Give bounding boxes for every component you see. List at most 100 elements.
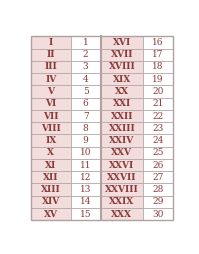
Text: 23: 23 (152, 124, 164, 133)
Text: 20: 20 (152, 87, 164, 96)
Bar (100, 147, 143, 159)
Bar (100, 159, 143, 171)
Bar (71, 183, 100, 196)
Bar (143, 134, 173, 147)
Text: VII: VII (43, 112, 59, 120)
Bar (100, 36, 143, 49)
Text: 22: 22 (152, 112, 164, 120)
Text: XII: XII (43, 173, 59, 182)
Bar (143, 183, 173, 196)
Bar (100, 122, 143, 134)
Text: 30: 30 (152, 210, 164, 218)
Bar (71, 171, 100, 183)
Bar (143, 73, 173, 85)
Text: 13: 13 (80, 185, 91, 194)
Text: IV: IV (45, 75, 57, 84)
Bar (31, 134, 71, 147)
Text: XXI: XXI (113, 99, 131, 108)
Bar (143, 36, 173, 49)
Text: 27: 27 (152, 173, 164, 182)
Bar (31, 183, 71, 196)
Text: 6: 6 (83, 99, 89, 108)
Text: XIII: XIII (41, 185, 61, 194)
Bar (71, 85, 100, 98)
Bar (71, 208, 100, 220)
Text: XXIII: XXIII (108, 124, 135, 133)
Bar (71, 73, 100, 85)
Text: 3: 3 (83, 62, 89, 71)
Text: XXX: XXX (111, 210, 132, 218)
Text: XXII: XXII (111, 112, 133, 120)
Text: 11: 11 (80, 161, 91, 169)
Bar (143, 122, 173, 134)
Text: I: I (49, 38, 53, 47)
Bar (100, 61, 143, 73)
Bar (31, 196, 71, 208)
Bar (71, 98, 100, 110)
Text: 10: 10 (80, 148, 91, 157)
Bar (71, 122, 100, 134)
Text: XXVIII: XXVIII (105, 185, 139, 194)
Text: XVII: XVII (111, 50, 133, 59)
Bar (71, 36, 100, 49)
Text: XXVI: XXVI (109, 161, 135, 169)
Bar (31, 98, 71, 110)
Bar (31, 36, 71, 49)
Bar (71, 110, 100, 122)
Text: V: V (47, 87, 54, 96)
Text: XIX: XIX (113, 75, 131, 84)
Bar (71, 147, 100, 159)
Bar (100, 85, 143, 98)
Text: 25: 25 (152, 148, 164, 157)
Bar (31, 85, 71, 98)
Bar (31, 208, 71, 220)
Bar (100, 171, 143, 183)
Text: II: II (47, 50, 55, 59)
Bar (31, 159, 71, 171)
Text: 4: 4 (83, 75, 89, 84)
Text: III: III (45, 62, 57, 71)
Text: 9: 9 (83, 136, 89, 145)
Text: 7: 7 (83, 112, 89, 120)
Text: 19: 19 (152, 75, 164, 84)
Text: 14: 14 (80, 197, 91, 206)
Text: XIV: XIV (42, 197, 60, 206)
Text: XXIX: XXIX (109, 197, 135, 206)
Bar (31, 171, 71, 183)
Text: XVI: XVI (113, 38, 131, 47)
Bar (31, 122, 71, 134)
Text: 1: 1 (83, 38, 89, 47)
Text: 29: 29 (152, 197, 164, 206)
Bar (100, 134, 143, 147)
Bar (71, 134, 100, 147)
Text: VI: VI (45, 99, 57, 108)
Text: 5: 5 (83, 87, 89, 96)
Text: 21: 21 (152, 99, 164, 108)
Text: X: X (47, 148, 54, 157)
Bar (71, 61, 100, 73)
Text: 2: 2 (83, 50, 89, 59)
Bar (143, 49, 173, 61)
Bar (71, 159, 100, 171)
Text: IX: IX (45, 136, 57, 145)
Bar (143, 61, 173, 73)
Text: 18: 18 (152, 62, 164, 71)
Bar (31, 73, 71, 85)
Bar (100, 183, 143, 196)
Text: 17: 17 (152, 50, 164, 59)
Bar (31, 147, 71, 159)
Bar (143, 196, 173, 208)
Text: XVIII: XVIII (108, 62, 135, 71)
Bar (100, 110, 143, 122)
Text: 26: 26 (152, 161, 164, 169)
Bar (100, 208, 143, 220)
Text: XXV: XXV (111, 148, 132, 157)
Bar (143, 171, 173, 183)
Bar (143, 85, 173, 98)
Bar (31, 110, 71, 122)
Bar (100, 49, 143, 61)
Text: XV: XV (44, 210, 58, 218)
Text: XXVII: XXVII (107, 173, 137, 182)
Bar (100, 98, 143, 110)
Bar (143, 110, 173, 122)
